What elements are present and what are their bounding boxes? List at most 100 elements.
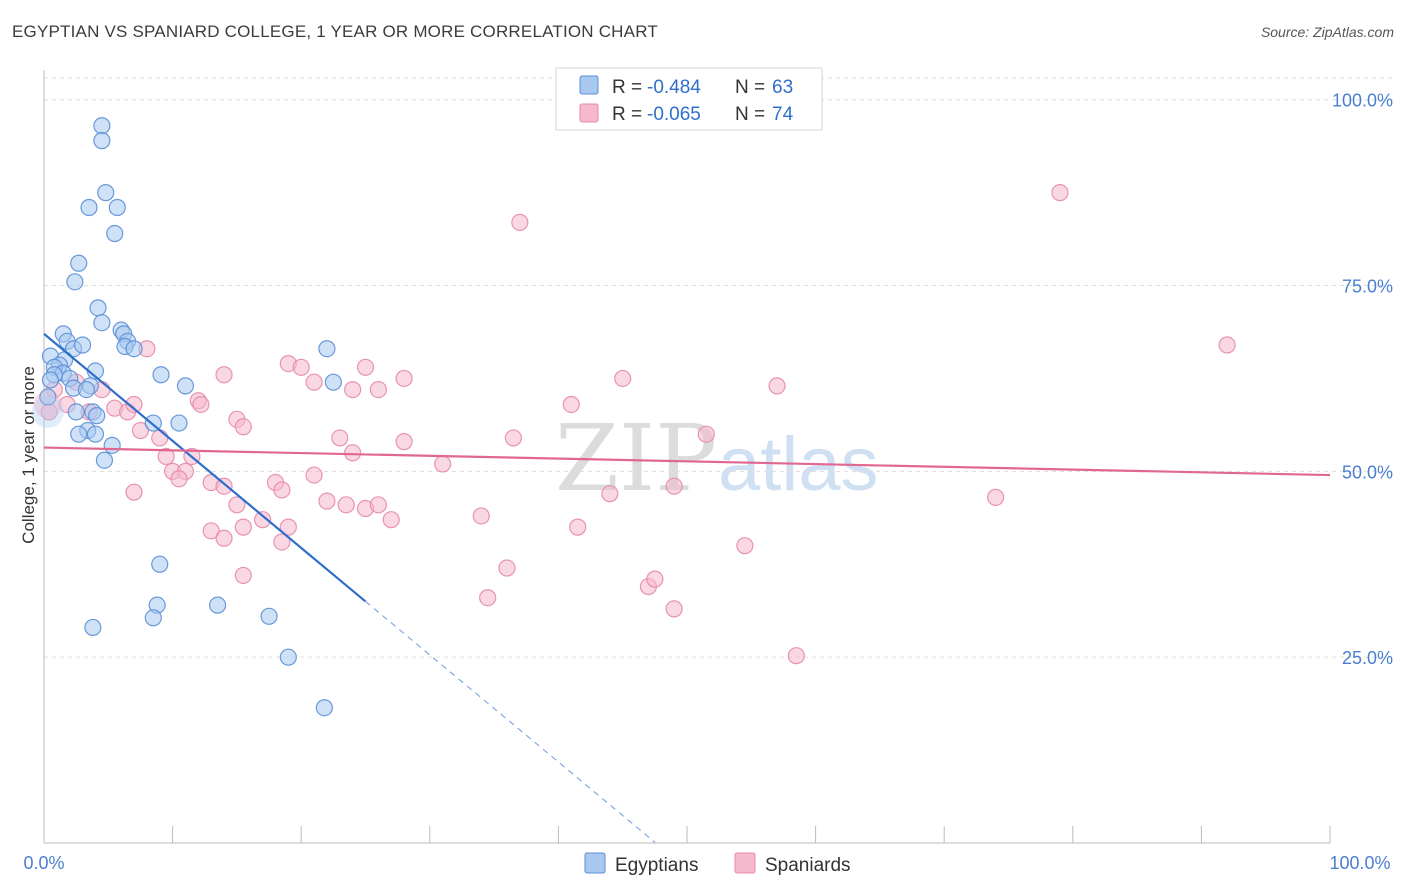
egyptian-point-52 — [315, 699, 333, 717]
egyptian-point-43 — [318, 340, 336, 358]
spaniard-point-49 — [234, 566, 252, 585]
spaniard-point-23 — [356, 358, 375, 376]
legend-swatch-egyptians — [579, 75, 599, 95]
spaniard-point-10 — [131, 421, 150, 440]
spaniard-point-50 — [395, 433, 413, 451]
spaniard-point-38 — [337, 496, 355, 514]
y-tick-labels: 25.0% 50.0% 75.0% 100.0% — [1332, 91, 1393, 668]
egyptian-point-6 — [70, 254, 88, 272]
egyptians-trendline — [43, 333, 367, 603]
spaniard-point-56 — [511, 213, 529, 231]
egyptian-point-51 — [279, 648, 297, 666]
egyptian-point-49 — [260, 607, 278, 625]
spaniard-point-45 — [279, 518, 297, 536]
spaniard-point-43 — [234, 518, 252, 536]
egyptian-point-32 — [77, 381, 96, 399]
x-tick-label-right: 100.0% — [1329, 853, 1390, 873]
egyptian-point-50 — [84, 618, 102, 637]
spaniard-point-53 — [479, 589, 497, 607]
egyptians-points — [31, 117, 342, 717]
chart-title: EGYPTIAN VS SPANIARD COLLEGE, 1 YEAR OR … — [12, 22, 658, 41]
spaniard-point-12 — [157, 447, 175, 466]
legend-n-value-spaniards: 74 — [772, 104, 794, 125]
spaniard-point-27 — [344, 444, 362, 462]
spaniards-trendline — [43, 446, 1331, 477]
legend-r-label-egyptians: R = — [612, 77, 642, 98]
spaniard-point-57 — [562, 395, 580, 414]
egyptian-point-48 — [144, 609, 162, 627]
egyptian-point-9 — [93, 314, 111, 332]
spaniard-point-21 — [305, 373, 323, 391]
spaniard-point-18 — [234, 418, 252, 436]
spaniard-point-55 — [504, 429, 522, 447]
spaniard-point-59 — [601, 485, 619, 503]
egyptian-point-41 — [103, 436, 121, 454]
spaniard-point-25 — [395, 369, 413, 388]
stats-legend: R = -0.484 N = 63 R = -0.065 N = 74 — [555, 67, 823, 131]
spaniard-point-70 — [1218, 336, 1236, 354]
spaniard-point-36 — [305, 466, 323, 484]
legend-n-value-egyptians: 63 — [772, 77, 793, 98]
egyptian-point-45 — [151, 555, 169, 573]
spaniard-point-33 — [125, 483, 143, 501]
y-tick-label-25: 25.0% — [1342, 648, 1393, 668]
spaniard-point-41 — [382, 511, 400, 529]
spaniard-point-20 — [292, 358, 310, 376]
spaniard-point-16 — [215, 366, 233, 384]
bottom-legend-label-spaniards: Spaniards — [765, 855, 851, 876]
spaniard-point-31 — [170, 470, 188, 488]
egyptian-point-28 — [152, 366, 170, 384]
egyptian-point-18 — [73, 336, 92, 354]
spaniard-point-66 — [736, 537, 754, 555]
spaniard-point-71 — [987, 488, 1005, 506]
bottom-legend-swatch-spaniards — [734, 852, 756, 874]
egyptian-cluster-point — [31, 395, 64, 428]
series-legend: Egyptians Spaniards — [584, 852, 851, 876]
spaniard-point-54 — [498, 559, 516, 577]
source-credit: Source: ZipAtlas.com — [1260, 24, 1394, 40]
x-tick-label-left: 0.0% — [23, 853, 64, 873]
egyptian-point-0 — [93, 117, 111, 135]
egyptian-point-3 — [80, 198, 98, 217]
spaniard-point-42 — [228, 496, 246, 514]
spaniard-point-58 — [569, 518, 587, 536]
spaniard-point-63 — [665, 477, 683, 495]
spaniard-point-46 — [202, 522, 220, 540]
egyptian-point-1 — [93, 132, 111, 150]
stats-legend-frame — [555, 67, 823, 131]
spaniard-point-52 — [472, 507, 490, 525]
spaniard-point-69 — [1051, 184, 1069, 202]
y-tick-label-75: 75.0% — [1342, 277, 1393, 297]
egyptian-point-26 — [41, 371, 60, 389]
egyptian-point-14 — [125, 340, 143, 358]
egyptian-point-37 — [70, 425, 88, 443]
spaniard-point-30 — [215, 477, 233, 495]
spaniard-point-22 — [344, 381, 362, 399]
egyptian-point-42 — [95, 451, 114, 469]
spaniard-point-7 — [125, 395, 143, 414]
legend-n-label-egyptians: N = — [735, 77, 765, 98]
legend-swatch-spaniards — [579, 103, 599, 123]
legend-r-value-egyptians: -0.484 — [647, 77, 701, 98]
spaniards-points — [33, 184, 1236, 665]
egyptian-point-38 — [86, 425, 105, 443]
spaniard-point-47 — [215, 529, 233, 547]
legend-n-label-spaniards: N = — [735, 104, 765, 125]
egyptian-point-8 — [89, 299, 107, 317]
spaniard-point-26 — [331, 429, 349, 447]
spaniard-point-62 — [646, 570, 664, 588]
spaniard-point-24 — [369, 381, 387, 399]
x-ticks — [172, 826, 1331, 843]
egyptian-point-4 — [108, 198, 126, 217]
legend-r-value-spaniards: -0.065 — [647, 104, 701, 125]
spaniard-point-37 — [318, 492, 336, 510]
egyptian-point-47 — [209, 596, 227, 614]
bottom-legend-label-egyptians: Egyptians — [615, 855, 698, 876]
spaniard-point-11 — [151, 429, 169, 447]
egyptian-point-35 — [88, 407, 106, 425]
spaniard-point-64 — [665, 600, 683, 618]
spaniard-point-67 — [768, 377, 786, 395]
spaniard-point-44 — [254, 511, 272, 529]
egyptians-trendline-extension — [365, 601, 656, 843]
